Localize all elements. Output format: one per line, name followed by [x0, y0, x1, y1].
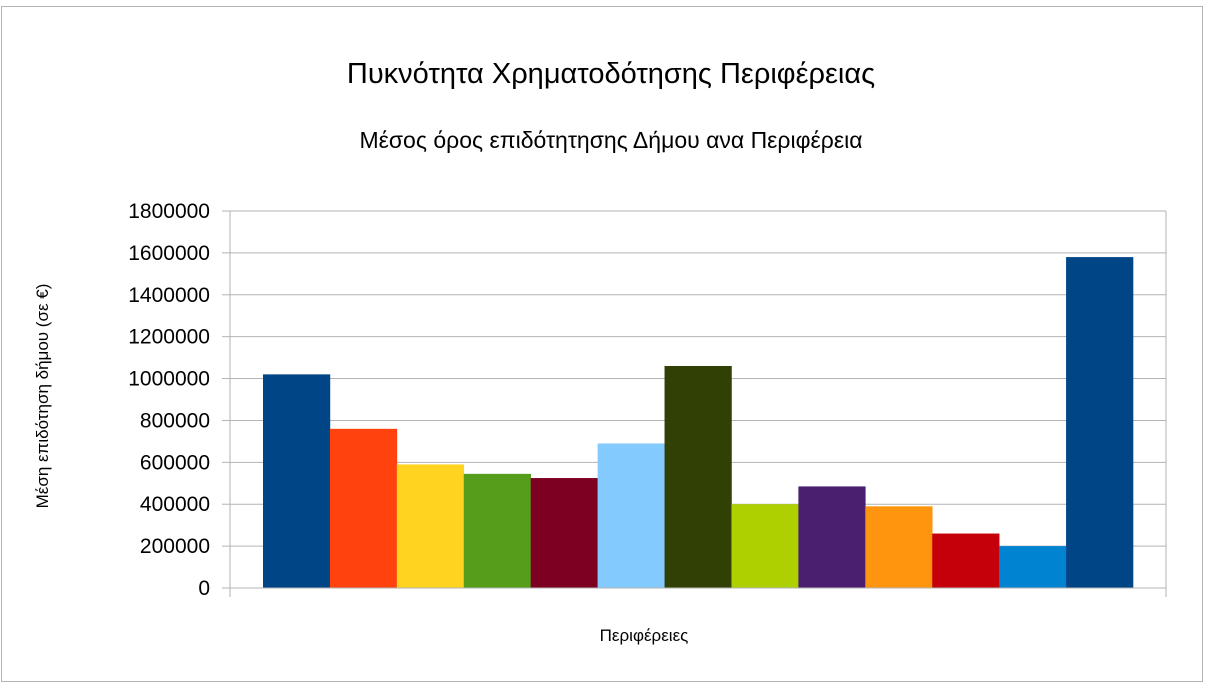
- y-tick-label: 600000: [140, 451, 210, 474]
- axes: [222, 211, 1167, 597]
- y-tick-label: 200000: [140, 535, 210, 558]
- bars: [263, 257, 1134, 588]
- bar: [932, 533, 1000, 588]
- y-tick-label: 1400000: [128, 284, 210, 307]
- y-tick-label: 0: [198, 577, 210, 600]
- y-axis-ticks: 0 200000 400000 600000 800000 1000000 1200000 1…: [128, 200, 230, 600]
- bar: [530, 478, 598, 588]
- y-axis-label: Μέση επιδότηση δήμου (σε €): [33, 284, 52, 509]
- bar: [999, 546, 1067, 588]
- bar: [263, 374, 331, 588]
- y-tick-label: 400000: [140, 493, 210, 516]
- bar: [664, 365, 732, 588]
- y-tick-label: 1200000: [128, 326, 210, 349]
- x-axis-label: Περιφέρειες: [600, 626, 689, 645]
- bar: [865, 506, 933, 588]
- y-tick-label: 800000: [140, 409, 210, 432]
- chart-title: Πυκνότητα Χρηματοδότησης Περιφέρειας: [347, 58, 875, 90]
- y-tick-label: 1000000: [128, 368, 210, 391]
- y-tick-label: 1800000: [128, 200, 210, 223]
- bar: [463, 473, 531, 588]
- y-tick-label: 1600000: [128, 242, 210, 265]
- bar: [597, 443, 665, 588]
- bar: [329, 428, 398, 588]
- bar: [396, 464, 465, 588]
- chart-subtitle: Μέσος όρος επιδότητησης Δήμου ανα Περιφέ…: [359, 127, 862, 153]
- bar: [731, 504, 799, 588]
- bar: [798, 486, 866, 588]
- bar: [1066, 257, 1134, 588]
